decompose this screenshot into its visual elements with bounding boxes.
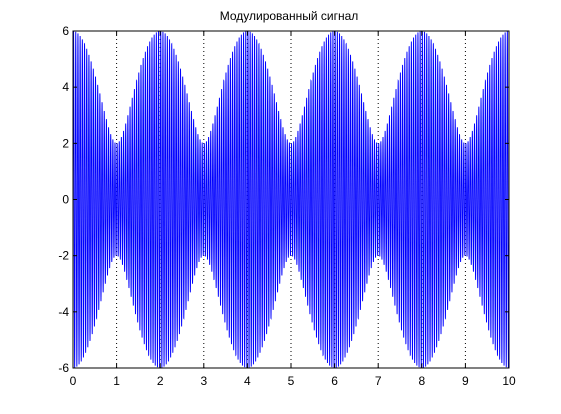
signal-series-line [73,31,509,368]
x-tick-label: 10 [502,374,516,388]
y-tick-label: -2 [58,249,69,263]
plot-area [73,31,509,368]
y-tick-labels: -6 -4 -2 0 2 4 6 [58,24,69,375]
x-tick-labels: 0 1 2 3 4 5 6 7 8 9 10 [70,374,516,388]
x-tick-label: 2 [157,374,164,388]
y-tick-label: 6 [62,24,69,38]
x-tick-label: 0 [70,374,77,388]
x-tick-label: 7 [375,374,382,388]
x-tick-label: 9 [462,374,469,388]
y-tick-label: 0 [62,193,69,207]
x-tick-label: 5 [288,374,295,388]
y-tick-label: 2 [62,136,69,150]
x-tick-label: 4 [244,374,251,388]
x-tick-label: 8 [418,374,425,388]
axis-ticks [72,30,510,369]
chart-title: Модулированный сигнал [220,9,359,23]
y-tick-label: -6 [58,361,69,375]
x-tick-label: 3 [200,374,207,388]
x-tick-label: 1 [113,374,120,388]
x-tick-label: 6 [331,374,338,388]
y-tick-label: -4 [58,305,69,319]
y-tick-label: 4 [62,80,69,94]
